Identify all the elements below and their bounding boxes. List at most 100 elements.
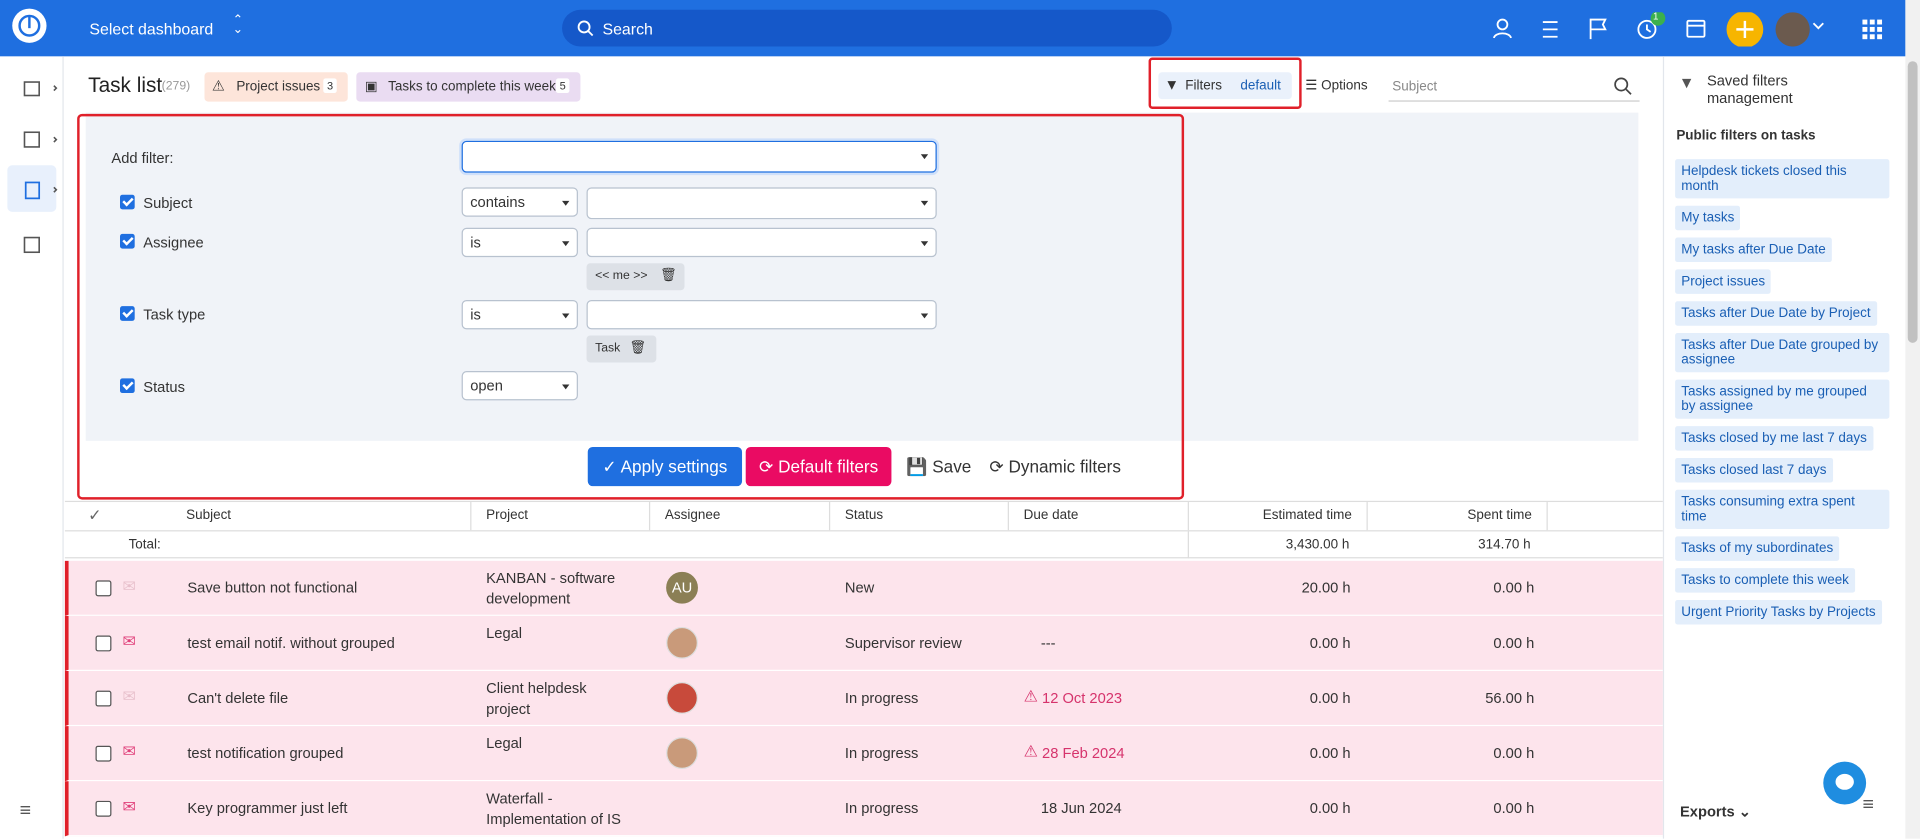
tab[interactable]: ⚠ Project issues 3 bbox=[204, 72, 348, 102]
cell-estimated: 0.00 h bbox=[1309, 689, 1351, 707]
column-header[interactable]: Assignee bbox=[650, 502, 831, 531]
saved-filter-item: Tasks of my subordinates bbox=[1675, 536, 1908, 568]
filters-button[interactable]: ▼ Filters default bbox=[1158, 72, 1292, 100]
decoration: ▣ bbox=[364, 79, 378, 95]
row-checkbox[interactable] bbox=[95, 580, 112, 597]
saved-filter[interactable]: Tasks assigned by me grouped by assignee bbox=[1675, 379, 1890, 419]
cell-status: In progress bbox=[844, 689, 919, 707]
decoration bbox=[1542, 21, 1558, 38]
exports-label: Exports bbox=[1680, 803, 1735, 821]
avatar bbox=[666, 737, 698, 769]
cell-project: Legal bbox=[486, 624, 523, 642]
add-filter-label: Add filter: bbox=[111, 149, 174, 167]
timer-badge: 1 bbox=[1653, 11, 1659, 23]
add-filter-select[interactable] bbox=[461, 140, 937, 173]
decoration bbox=[1637, 19, 1657, 39]
saved-filter-item: Project issues bbox=[1675, 269, 1908, 301]
table-border bbox=[64, 500, 1663, 503]
dashboard-select[interactable]: Select dashboard bbox=[89, 19, 214, 38]
cell-status: Supervisor review bbox=[844, 634, 962, 652]
apply-button[interactable]: ✓ Apply settings bbox=[587, 446, 743, 487]
column-header[interactable]: Project bbox=[471, 502, 651, 531]
mail-icon: ✉ bbox=[122, 686, 136, 706]
checkbox[interactable] bbox=[120, 194, 135, 210]
scrollbar bbox=[1905, 0, 1920, 839]
decoration: Total: bbox=[128, 537, 161, 553]
saved-filter[interactable]: My tasks after Due Date bbox=[1675, 237, 1832, 263]
decoration bbox=[1862, 26, 1868, 32]
options-button[interactable]: ☰ Options bbox=[1305, 78, 1368, 94]
row-checkbox[interactable] bbox=[95, 690, 112, 707]
saved-filter[interactable]: Tasks after Due Date grouped by assignee bbox=[1675, 333, 1890, 373]
saved-filter[interactable]: Tasks after Due Date by Project bbox=[1675, 301, 1877, 326]
operator-select[interactable]: contains bbox=[461, 187, 578, 217]
cell-status: In progress bbox=[844, 799, 919, 817]
operator-select[interactable]: open bbox=[461, 371, 578, 401]
decoration: 🗑 bbox=[629, 340, 647, 356]
saved-filter[interactable]: Tasks closed by me last 7 days bbox=[1675, 426, 1874, 451]
saved-filter[interactable]: Tasks consuming extra spent time bbox=[1675, 489, 1890, 529]
exports-button[interactable]: Exports ⌄ bbox=[1680, 803, 1752, 821]
highlight-box bbox=[1148, 57, 1302, 109]
subject-search[interactable]: Subject bbox=[1388, 73, 1640, 102]
decoration: 314.70 h bbox=[1478, 537, 1531, 553]
column-header[interactable]: Spent time bbox=[1368, 502, 1548, 531]
cell-estimated: 0.00 h bbox=[1309, 799, 1351, 817]
value-select[interactable] bbox=[586, 300, 937, 330]
top-icons bbox=[1492, 12, 1883, 47]
operator-select[interactable]: is bbox=[461, 300, 578, 330]
saved-filter[interactable]: Tasks closed last 7 days bbox=[1675, 457, 1833, 483]
mail-icon: ✉ bbox=[122, 631, 136, 651]
operator-select[interactable]: is bbox=[461, 227, 578, 258]
saved-filter[interactable]: Project issues bbox=[1675, 269, 1772, 294]
table-row: ✉ test notification grouped Legal In progre… bbox=[64, 726, 1663, 782]
table-row: ✉ Key programmer just left Waterfall - Imp… bbox=[64, 781, 1663, 837]
dynamic-filters-button[interactable]: ⟳ Dynamic filters bbox=[989, 456, 1121, 477]
column-header[interactable]: Estimated time bbox=[1189, 502, 1368, 531]
saved-filter[interactable]: Helpdesk tickets closed this month bbox=[1675, 159, 1890, 199]
row-checkbox[interactable] bbox=[95, 635, 112, 652]
save-button[interactable]: 💾 Save bbox=[906, 456, 972, 477]
decoration bbox=[1736, 20, 1754, 38]
row-checkbox[interactable] bbox=[95, 745, 112, 762]
decoration bbox=[1614, 77, 1629, 92]
saved-filter-item: Tasks assigned by me grouped by assignee bbox=[1675, 379, 1908, 427]
cell-project: Waterfall - Implementation of IS bbox=[486, 789, 621, 828]
filter-label: Status bbox=[143, 378, 185, 396]
avatar bbox=[666, 626, 698, 659]
decoration bbox=[1614, 77, 1632, 95]
logo[interactable] bbox=[12, 8, 47, 43]
checkbox[interactable] bbox=[120, 378, 135, 394]
filter-label: Subject bbox=[143, 194, 193, 212]
page-title: Task list bbox=[88, 73, 163, 97]
row-checkbox[interactable] bbox=[95, 800, 112, 817]
saved-filter[interactable]: Tasks of my subordinates bbox=[1675, 536, 1840, 561]
column-header[interactable]: Subject bbox=[171, 502, 472, 531]
decoration bbox=[24, 181, 41, 200]
tab[interactable]: ▣ Tasks to complete this week 5 bbox=[356, 72, 581, 102]
saved-filter-list: Helpdesk tickets closed this month My tas… bbox=[1675, 159, 1908, 632]
cell-project: Client helpdesk project bbox=[486, 679, 587, 718]
default-filters-button[interactable]: ⟳ Default filters bbox=[745, 446, 892, 487]
chat-button[interactable] bbox=[1823, 761, 1867, 805]
right-sidebar: ▼ Saved filters management Public filter… bbox=[1662, 56, 1920, 839]
saved-filter[interactable]: Urgent Priority Tasks by Projects bbox=[1675, 600, 1882, 625]
decoration bbox=[1907, 61, 1918, 343]
due-date: 18 Jun 2024 bbox=[1040, 799, 1122, 817]
decoration: Subject bbox=[1392, 79, 1438, 95]
select-all[interactable]: ✓ bbox=[88, 505, 102, 525]
column-header[interactable]: Due date bbox=[1009, 502, 1189, 531]
value-select[interactable] bbox=[586, 227, 937, 258]
saved-filter[interactable]: Tasks to complete this week bbox=[1675, 568, 1856, 593]
value-input[interactable] bbox=[586, 187, 937, 220]
nav-icons[interactable] bbox=[22, 78, 59, 262]
cell-subject: Can't delete file bbox=[187, 689, 289, 707]
checkbox[interactable] bbox=[120, 233, 135, 249]
highlight-box bbox=[77, 113, 1185, 500]
saved-filter[interactable]: My tasks bbox=[1675, 205, 1741, 231]
column-header[interactable]: Status bbox=[830, 502, 1009, 531]
checkbox[interactable] bbox=[120, 306, 135, 321]
search-box[interactable]: Search bbox=[562, 9, 1172, 47]
